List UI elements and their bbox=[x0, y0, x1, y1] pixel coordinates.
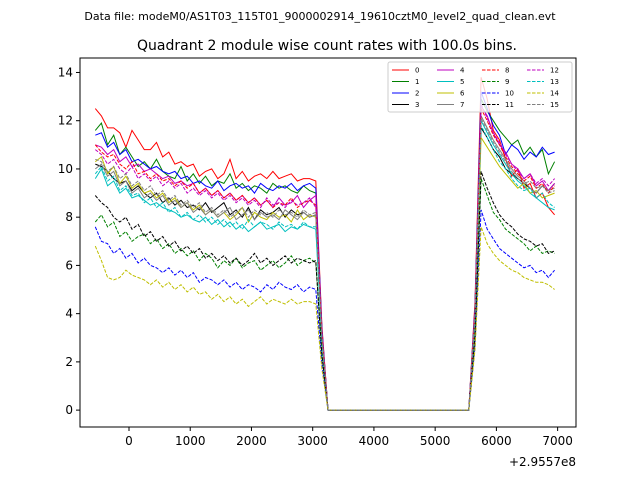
y-tick-label: 10 bbox=[58, 162, 73, 176]
legend-box bbox=[387, 61, 573, 113]
x-tick-label: 7000 bbox=[542, 434, 573, 448]
series-group bbox=[94, 77, 556, 411]
chart-suptitle: Data file: modeM0/AS1T03_115T01_90000029… bbox=[84, 10, 556, 23]
legend-label-11: 11 bbox=[505, 101, 514, 109]
y-tick-label: 2 bbox=[65, 355, 73, 369]
legend-label-3: 3 bbox=[415, 101, 419, 109]
chart-title: Quadrant 2 module wise count rates with … bbox=[137, 38, 517, 54]
y-tick-label: 0 bbox=[65, 403, 73, 417]
x-tick-label: 3000 bbox=[297, 434, 328, 448]
x-tick-label: 5000 bbox=[420, 434, 451, 448]
series-line-14 bbox=[94, 226, 555, 411]
legend-label-14: 14 bbox=[550, 90, 559, 98]
y-tick-label: 8 bbox=[65, 210, 73, 224]
x-tick-label: 0 bbox=[125, 434, 133, 448]
plot-frame bbox=[79, 57, 577, 428]
legend-label-7: 7 bbox=[460, 101, 464, 109]
legend-label-0: 0 bbox=[415, 67, 419, 75]
y-tick-label: 6 bbox=[65, 258, 73, 272]
series-line-4 bbox=[95, 104, 555, 411]
x-tick-label: 2000 bbox=[236, 434, 267, 448]
series-line-0 bbox=[94, 77, 555, 411]
x-tick-label: 1000 bbox=[175, 434, 206, 448]
series-line-8 bbox=[94, 108, 555, 411]
x-tick-label: 6000 bbox=[481, 434, 512, 448]
legend-label-15: 15 bbox=[550, 101, 559, 109]
x-tick-label: 4000 bbox=[359, 434, 390, 448]
legend-label-2: 2 bbox=[415, 90, 419, 98]
y-tick-label: 4 bbox=[65, 307, 73, 321]
y-tick-label: 14 bbox=[58, 65, 73, 79]
x-offset-label: +2.9557e8 bbox=[509, 455, 576, 469]
legend-label-4: 4 bbox=[460, 67, 465, 75]
legend-label-10: 10 bbox=[505, 90, 514, 98]
series-line-11 bbox=[94, 171, 555, 411]
legend-label-8: 8 bbox=[505, 67, 509, 75]
legend-label-13: 13 bbox=[550, 78, 559, 86]
legend-label-12: 12 bbox=[550, 67, 559, 75]
series-line-15 bbox=[95, 118, 555, 411]
legend-label-6: 6 bbox=[460, 90, 465, 98]
legend-label-1: 1 bbox=[415, 78, 419, 86]
y-tick-label: 12 bbox=[58, 114, 73, 128]
legend-label-5: 5 bbox=[460, 78, 464, 86]
legend-label-9: 9 bbox=[505, 78, 509, 86]
